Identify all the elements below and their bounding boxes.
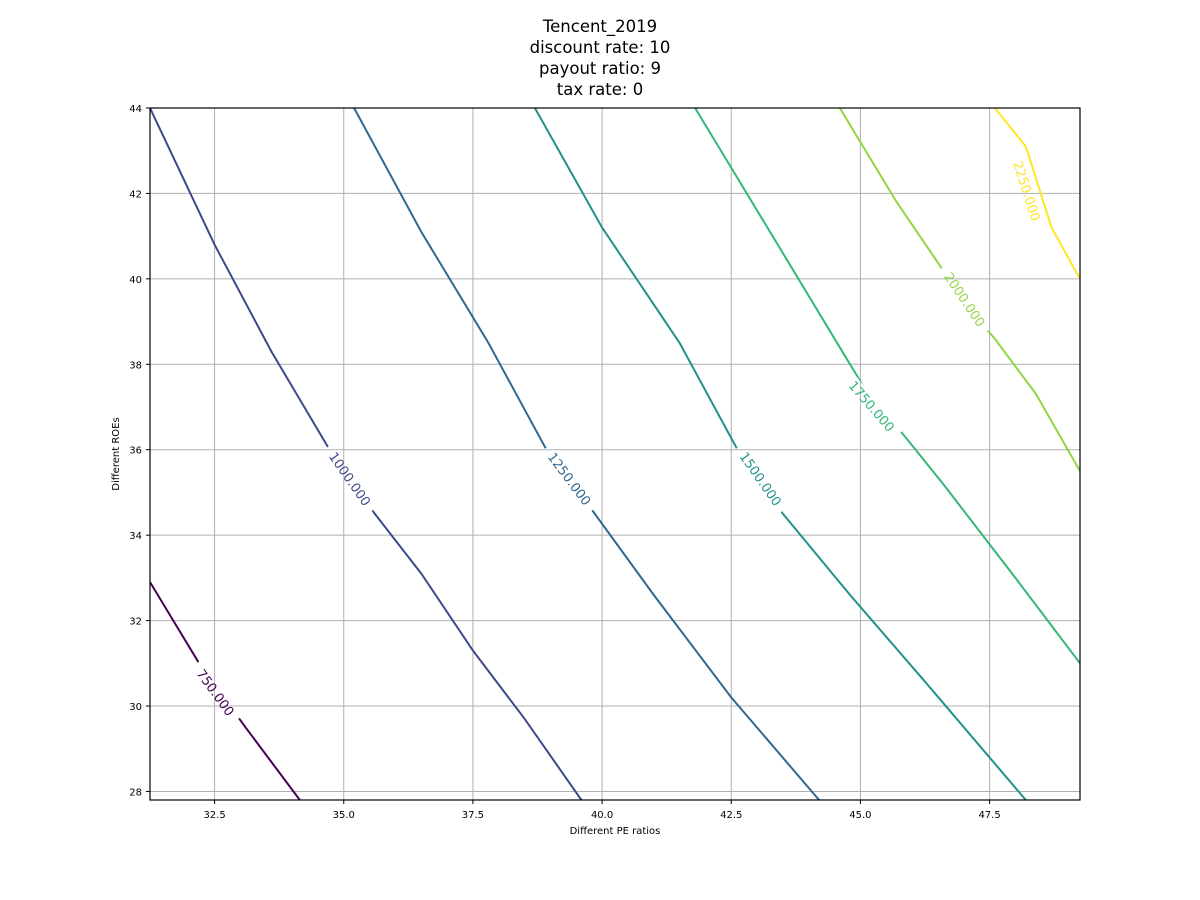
contour-line-2250 bbox=[994, 108, 1080, 280]
x-tick-label: 32.5 bbox=[203, 810, 225, 821]
contour-label-1500: 1500.000 bbox=[736, 450, 784, 509]
grid bbox=[150, 107, 1080, 800]
contour-line-1750 bbox=[694, 108, 1080, 664]
y-tick-label: 34 bbox=[129, 531, 142, 542]
y-tick-label: 42 bbox=[129, 189, 142, 200]
contour-label-1250: 1250.000 bbox=[544, 450, 593, 509]
y-tick-label: 30 bbox=[129, 702, 142, 713]
x-tick-label: 45.0 bbox=[849, 810, 871, 821]
x-axis-ticks: 32.5 35.0 37.5 40.0 42.5 45.0 47.5 bbox=[203, 800, 1001, 821]
x-tick-label: 47.5 bbox=[978, 810, 1000, 821]
contour-label-1000: 1000.000 bbox=[325, 450, 373, 509]
contour-line-1000 bbox=[150, 108, 583, 800]
y-tick-label: 32 bbox=[129, 617, 142, 628]
y-axis-ticks: 28 30 32 34 36 38 40 42 44 bbox=[129, 104, 150, 798]
contour-label-1750: 1750.000 bbox=[845, 379, 897, 436]
y-tick-label: 38 bbox=[129, 360, 142, 371]
title-line: tax rate: 0 bbox=[557, 80, 643, 99]
contour-label-2250: 2250.000 bbox=[1009, 159, 1042, 223]
contour-line-1250 bbox=[353, 108, 820, 800]
y-tick-label: 28 bbox=[129, 787, 142, 798]
y-tick-label: 44 bbox=[129, 104, 142, 115]
y-tick-label: 36 bbox=[129, 446, 142, 457]
x-tick-label: 40.0 bbox=[591, 810, 613, 821]
x-axis-label: Different PE ratios bbox=[570, 826, 661, 837]
y-tick-label: 40 bbox=[129, 275, 142, 286]
x-tick-label: 42.5 bbox=[720, 810, 742, 821]
contour-line-2000 bbox=[838, 108, 1080, 472]
title-line: Tencent_2019 bbox=[542, 17, 657, 37]
x-tick-label: 35.0 bbox=[333, 810, 355, 821]
y-axis-label: Different ROEs bbox=[111, 417, 122, 490]
contour-line-750 bbox=[150, 581, 301, 800]
plot-frame bbox=[149, 107, 1081, 801]
title-line: payout ratio: 9 bbox=[539, 59, 661, 78]
contour-line-1500 bbox=[534, 108, 1027, 800]
title-line: discount rate: 10 bbox=[530, 38, 671, 57]
x-tick-label: 37.5 bbox=[462, 810, 484, 821]
